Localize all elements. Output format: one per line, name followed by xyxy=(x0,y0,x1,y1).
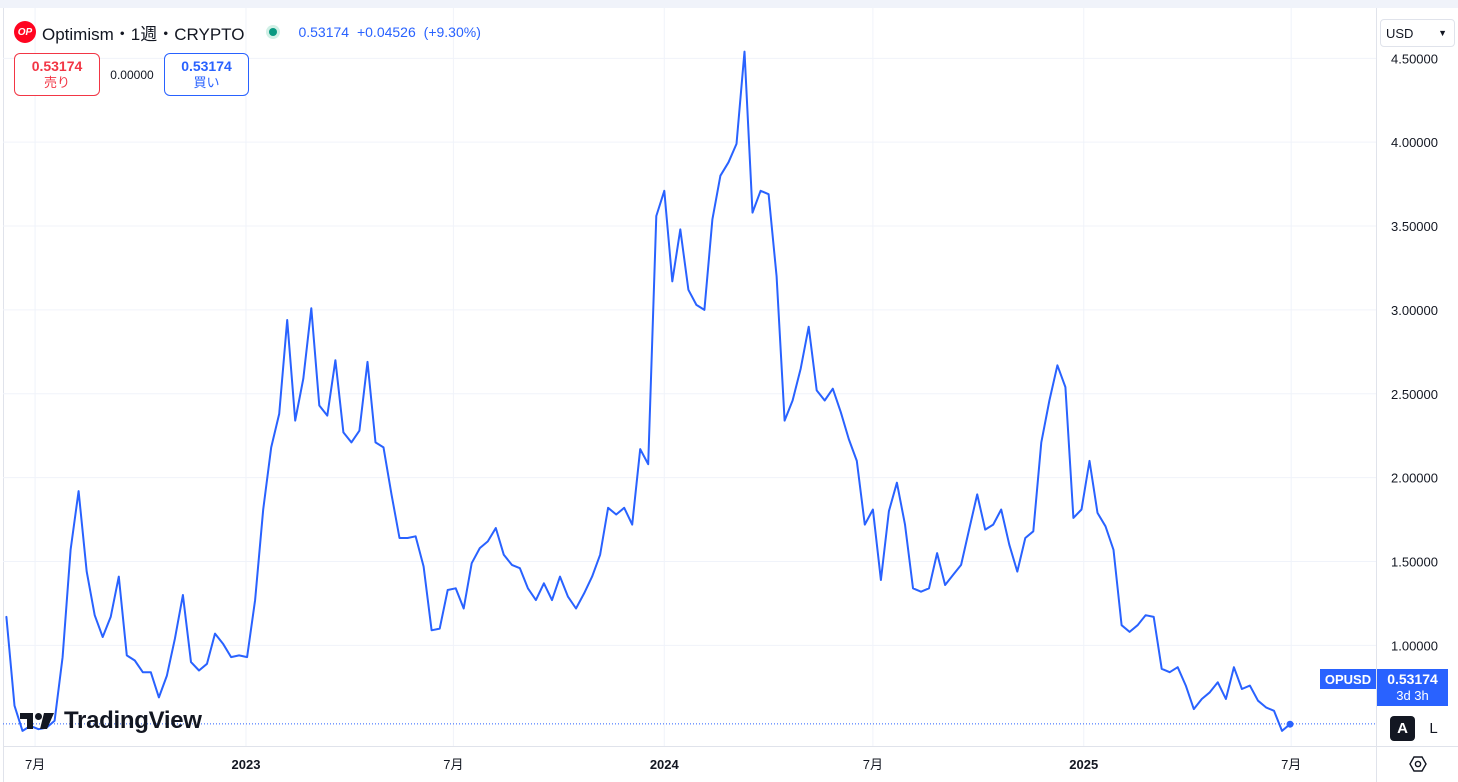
trade-panel: 0.53174 売り 0.00000 0.53174 買い xyxy=(14,53,249,96)
y-tick-label: 3.00000 xyxy=(1391,303,1438,318)
currency-select[interactable]: USD ▼ xyxy=(1380,19,1455,47)
x-tick-label: 7月 xyxy=(25,757,45,772)
y-tick-label: 4.00000 xyxy=(1391,135,1438,150)
y-tick-label: 2.50000 xyxy=(1391,387,1438,402)
chart-settings-button[interactable] xyxy=(1406,752,1430,776)
chevron-down-icon: ▼ xyxy=(1438,28,1447,38)
tradingview-logo-text: TradingView xyxy=(64,707,202,734)
legend-change-pct: (+9.30%) xyxy=(423,24,481,40)
sell-button[interactable]: 0.53174 売り xyxy=(14,53,100,96)
y-tick-label: 2.00000 xyxy=(1391,471,1438,486)
x-tick-label: 2023 xyxy=(232,757,261,772)
sell-label: 売り xyxy=(43,75,70,90)
legend-change: +0.04526 xyxy=(356,24,416,40)
status-dot-icon[interactable] xyxy=(266,25,281,39)
time-axis-border xyxy=(3,746,1458,747)
legend-values: 0.53174 +0.04526 (+9.30%) xyxy=(298,24,484,40)
tradingview-logo-icon xyxy=(20,713,54,729)
symbol-title[interactable]: Optimism・1週・CRYPTO xyxy=(42,24,245,44)
sell-price: 0.53174 xyxy=(31,58,83,74)
log-scale-button[interactable]: L xyxy=(1429,720,1438,737)
y-tick-label: 1.00000 xyxy=(1391,638,1438,653)
last-point-marker xyxy=(1286,720,1294,728)
price-series-line[interactable] xyxy=(5,50,1291,732)
bar-countdown: 3d 3h xyxy=(1396,688,1429,703)
x-tick-label: 2025 xyxy=(1069,757,1098,772)
tradingview-logo[interactable]: TradingView xyxy=(18,706,202,736)
buy-label: 買い xyxy=(193,75,220,90)
chart-legend: OP Optimism・1週・CRYPTO 0.53174 +0.04526 (… xyxy=(14,20,485,44)
x-tick-label: 2024 xyxy=(650,757,680,772)
y-tick-label: 1.50000 xyxy=(1391,555,1438,570)
y-tick-label: 4.50000 xyxy=(1391,51,1438,66)
x-tick-label: 7月 xyxy=(863,757,883,772)
price-axis-border xyxy=(1376,8,1377,782)
optimism-logo-icon: OP xyxy=(14,21,36,43)
spread-value: 0.00000 xyxy=(110,67,154,82)
x-tick-label: 7月 xyxy=(443,757,463,772)
top-strip xyxy=(0,0,1458,8)
buy-button[interactable]: 0.53174 買い xyxy=(164,53,249,96)
y-tick-label: 3.50000 xyxy=(1391,219,1438,234)
legend-last-price: 0.53174 xyxy=(298,24,350,40)
auto-scale-button[interactable]: A xyxy=(1390,716,1415,741)
ticker-label: OPUSD xyxy=(1320,669,1376,689)
gear-icon xyxy=(1409,756,1427,772)
currency-value: USD xyxy=(1386,25,1414,41)
buy-price: 0.53174 xyxy=(181,58,232,74)
x-tick-label: 7月 xyxy=(1281,757,1301,772)
price-tag-value: 0.53174 xyxy=(1387,671,1438,687)
last-price-tag: 0.53174 3d 3h xyxy=(1377,669,1448,706)
